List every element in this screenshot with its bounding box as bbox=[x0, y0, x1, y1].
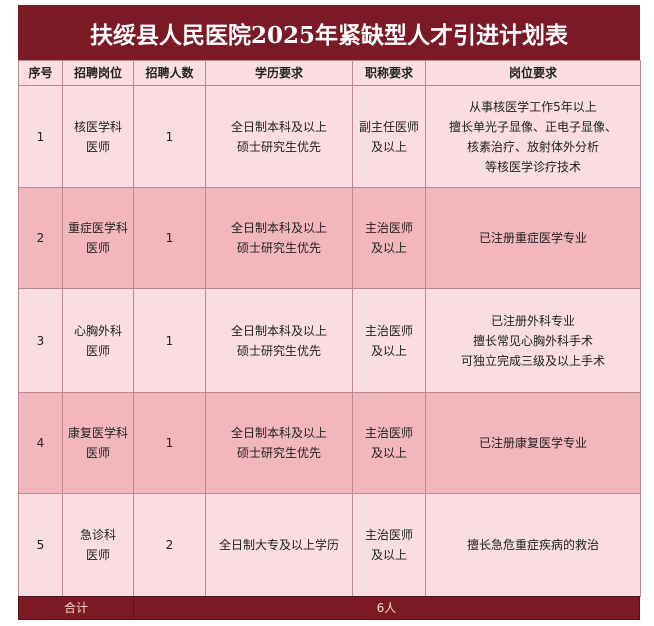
table-cell: 4 bbox=[18, 392, 63, 494]
table-cell: 1 bbox=[133, 288, 206, 393]
cell-text: 及以上 bbox=[370, 139, 407, 154]
cell-text: 医师 bbox=[85, 548, 110, 562]
table-cell: 核医学科 医师 bbox=[62, 85, 134, 188]
cell-text: 1 bbox=[36, 129, 45, 144]
cell-text: 4 bbox=[36, 436, 45, 450]
header-cell: 职称要求 bbox=[352, 60, 426, 86]
cell-text: 3 bbox=[36, 333, 45, 348]
table-cell: 主治医师 及以上 bbox=[352, 392, 426, 494]
header-cell: 序号 bbox=[18, 60, 63, 86]
column-label: 招聘人数 bbox=[145, 66, 194, 80]
cell-text: 已注册康复医学专业 bbox=[478, 436, 587, 450]
header-cell: 学历要求 bbox=[205, 60, 353, 86]
footer-label-text: 合计 bbox=[63, 601, 88, 615]
cell-text: 心胸外科 bbox=[73, 323, 122, 338]
cell-text: 2 bbox=[165, 538, 174, 552]
column-label: 招聘岗位 bbox=[73, 66, 122, 80]
footer-total: 6人 bbox=[133, 596, 640, 620]
cell-text: 全日制大专及以上学历 bbox=[218, 538, 339, 552]
table-cell: 3 bbox=[18, 288, 63, 393]
table-cell: 擅长急危重症疾病的救治 bbox=[425, 493, 641, 597]
table-cell: 心胸外科 医师 bbox=[62, 288, 134, 393]
cell-text: 已注册重症医学专业 bbox=[478, 231, 587, 245]
table-cell: 1 bbox=[133, 187, 206, 289]
column-label: 职称要求 bbox=[364, 66, 413, 80]
cell-text: 核医学科 bbox=[73, 119, 122, 134]
table-cell: 已注册重症医学专业 bbox=[425, 187, 641, 289]
table-cell: 1 bbox=[133, 392, 206, 494]
cell-text: 全日制本科及以上 bbox=[230, 426, 327, 440]
cell-text: 擅长急危重症疾病的救治 bbox=[466, 538, 599, 552]
header-cell: 招聘人数 bbox=[133, 60, 206, 86]
table-cell: 副主任医师 及以上 bbox=[352, 85, 426, 188]
header-cell: 招聘岗位 bbox=[62, 60, 134, 86]
cell-text: 硕士研究生优先 bbox=[236, 139, 321, 154]
cell-text: 全日制本科及以上 bbox=[230, 323, 327, 338]
cell-text: 硕士研究生优先 bbox=[236, 241, 321, 255]
table-cell: 康复医学科 医师 bbox=[62, 392, 134, 494]
table-cell: 1 bbox=[133, 85, 206, 188]
cell-text: 医师 bbox=[85, 241, 110, 255]
cell-text: 急诊科 bbox=[79, 528, 116, 542]
cell-text: 医师 bbox=[85, 446, 110, 460]
table-cell: 全日制本科及以上 硕士研究生优先 bbox=[205, 187, 353, 289]
cell-text: 主治医师 bbox=[364, 323, 413, 338]
table-cell: 全日制大专及以上学历 bbox=[205, 493, 353, 597]
table-cell: 已注册康复医学专业 bbox=[425, 392, 641, 494]
cell-text: 可独立完成三级及以上手术 bbox=[460, 353, 605, 368]
cell-text: 硕士研究生优先 bbox=[236, 446, 321, 460]
table-cell: 急诊科 医师 bbox=[62, 493, 134, 597]
cell-text: 2 bbox=[36, 231, 45, 245]
table-cell: 重症医学科 医师 bbox=[62, 187, 134, 289]
cell-text: 擅长常见心胸外科手术 bbox=[472, 333, 593, 348]
header-cell: 岗位要求 bbox=[425, 60, 641, 86]
cell-text: 副主任医师 bbox=[358, 119, 419, 134]
cell-text: 重症医学科 bbox=[67, 221, 128, 235]
cell-text: 1 bbox=[165, 436, 174, 450]
column-label: 岗位要求 bbox=[508, 66, 557, 80]
table-cell: 全日制本科及以上 硕士研究生优先 bbox=[205, 392, 353, 494]
cell-text: 核素治疗、放射体外分析 bbox=[466, 139, 599, 154]
table-cell: 主治医师 及以上 bbox=[352, 187, 426, 289]
table-cell: 5 bbox=[18, 493, 63, 597]
table-cell: 2 bbox=[133, 493, 206, 597]
column-label: 序号 bbox=[28, 66, 53, 80]
cell-text: 擅长单光子显像、正电子显像、 bbox=[448, 119, 617, 134]
table-cell: 2 bbox=[18, 187, 63, 289]
table-cell: 主治医师 及以上 bbox=[352, 288, 426, 393]
cell-text: 主治医师 bbox=[364, 426, 413, 440]
cell-text: 及以上 bbox=[370, 343, 407, 358]
column-label: 学历要求 bbox=[254, 66, 303, 80]
cell-text: 主治医师 bbox=[364, 221, 413, 235]
cell-text: 医师 bbox=[85, 343, 110, 358]
cell-text: 全日制本科及以上 bbox=[230, 119, 327, 134]
cell-text: 5 bbox=[36, 538, 45, 552]
table-cell: 全日制本科及以上 硕士研究生优先 bbox=[205, 85, 353, 188]
footer-label: 合计 bbox=[18, 596, 134, 620]
table-cell: 主治医师 及以上 bbox=[352, 493, 426, 597]
cell-text: 主治医师 bbox=[364, 528, 413, 542]
cell-text: 等核医学诊疗技术 bbox=[484, 159, 581, 174]
cell-text: 1 bbox=[165, 231, 174, 245]
cell-text: 1 bbox=[165, 129, 174, 144]
cell-text: 全日制本科及以上 bbox=[230, 221, 327, 235]
cell-text: 及以上 bbox=[370, 548, 407, 562]
cell-text: 已注册外科专业 bbox=[490, 313, 575, 328]
table-cell: 已注册外科专业擅长常见心胸外科手术 可独立完成三级及以上手术 bbox=[425, 288, 641, 393]
cell-text: 硕士研究生优先 bbox=[236, 343, 321, 358]
table-cell: 全日制本科及以上 硕士研究生优先 bbox=[205, 288, 353, 393]
cell-text: 康复医学科 bbox=[67, 426, 128, 440]
table-cell: 1 bbox=[18, 85, 63, 188]
table-cell: 从事核医学工作5年以上擅长单光子显像、正电子显像、 核素治疗、放射体外分析 等核医学… bbox=[425, 85, 641, 188]
cell-text: 医师 bbox=[85, 139, 110, 154]
cell-text: 1 bbox=[165, 333, 174, 348]
cell-text: 及以上 bbox=[370, 241, 407, 255]
footer-total-text: 6人 bbox=[376, 601, 397, 615]
title: 扶绥县人民医院2025年紧缺型人才引进计划表 bbox=[18, 5, 640, 60]
cell-text: 从事核医学工作5年以上 bbox=[469, 99, 597, 114]
cell-text: 及以上 bbox=[370, 446, 407, 460]
